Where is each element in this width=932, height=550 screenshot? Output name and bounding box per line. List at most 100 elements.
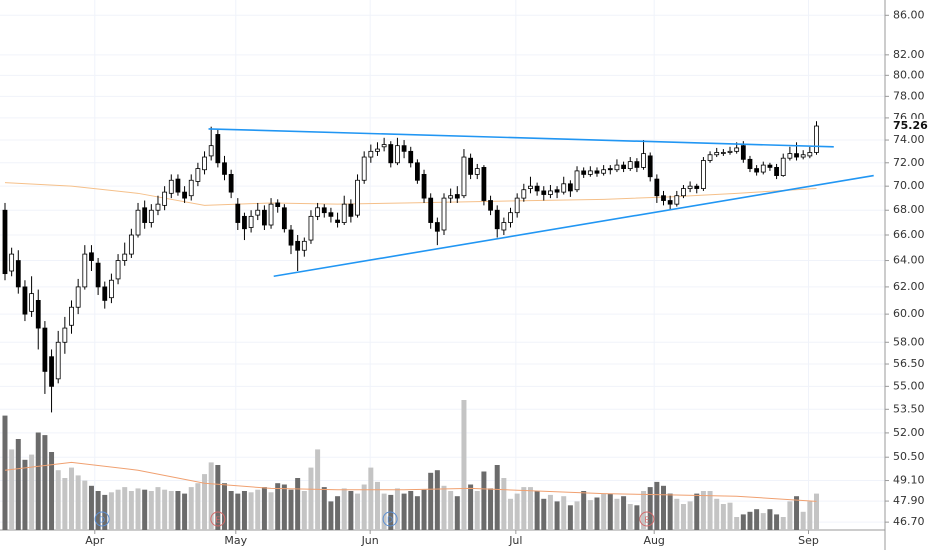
volume-bar <box>202 474 208 530</box>
y-tick-label: 66.00 <box>893 228 925 241</box>
volume-bar <box>361 484 367 530</box>
volume-bar <box>22 459 28 530</box>
candle-body <box>787 153 793 159</box>
candle-body <box>521 189 527 199</box>
candle-body <box>767 164 773 168</box>
volume-bar <box>481 471 487 530</box>
trendline <box>273 174 874 278</box>
candle-body <box>162 191 168 206</box>
candle-body <box>175 178 181 193</box>
candle-body <box>102 286 108 301</box>
candle-body <box>740 145 746 160</box>
candle-body <box>454 194 460 199</box>
candle-body <box>734 147 740 152</box>
volume-bar <box>162 489 168 530</box>
volume-bar <box>15 439 21 530</box>
candle-body <box>128 234 134 255</box>
candle-body <box>188 179 194 197</box>
candle-body <box>388 144 394 164</box>
y-tick-label: 47.90 <box>893 494 925 507</box>
candle-body <box>667 200 673 205</box>
candle-body <box>55 341 61 380</box>
volume-bar <box>687 501 693 530</box>
volume-bar <box>541 498 547 530</box>
volume-bar <box>601 493 607 530</box>
volume-bar <box>740 514 746 530</box>
y-tick-label: 68.00 <box>893 203 925 216</box>
event-label: D <box>99 516 105 525</box>
volume-bar <box>308 467 314 530</box>
volume-bar <box>474 491 480 530</box>
volume-bar <box>694 493 700 530</box>
candle-body <box>182 191 187 199</box>
candle-body <box>488 200 493 211</box>
volume-bar <box>355 493 361 530</box>
candle-body <box>208 145 214 157</box>
candle-body <box>15 260 21 288</box>
candle-body <box>687 185 693 189</box>
candle-body <box>355 179 360 216</box>
volume-bar <box>235 493 241 530</box>
candle-body <box>49 356 54 387</box>
volume-bar <box>581 491 587 530</box>
volume-bar <box>707 491 713 530</box>
volume-bar <box>2 415 8 530</box>
trendline <box>208 128 834 148</box>
candle-body <box>428 197 434 223</box>
candle-body <box>794 153 799 158</box>
volume-bar <box>35 432 41 530</box>
volume-bar <box>9 449 15 530</box>
candle-body <box>594 170 600 174</box>
candle-body <box>421 173 427 199</box>
volume-bar <box>647 487 653 530</box>
volume-bar <box>434 470 440 530</box>
candle-body <box>474 168 480 175</box>
y-tick-label: 82.00 <box>893 48 925 61</box>
candle-body <box>242 215 247 230</box>
candle-body <box>747 158 753 169</box>
candle-body <box>122 253 128 261</box>
volume-bar <box>69 467 74 530</box>
volume-bar <box>182 493 188 530</box>
volume-bar <box>408 491 414 530</box>
volume-bar <box>527 487 533 530</box>
event-marker <box>382 511 398 527</box>
y-tick-label: 49.10 <box>893 474 925 487</box>
volume-bar <box>301 491 307 530</box>
x-tick-label: May <box>224 534 247 547</box>
candle-body <box>222 162 227 175</box>
volume-bar <box>574 501 580 530</box>
candle-body <box>681 188 686 197</box>
y-tick-label: 52.00 <box>893 426 925 439</box>
event-label: D <box>387 516 393 525</box>
candle-body <box>341 203 347 223</box>
candle-body <box>202 156 207 171</box>
candle-body <box>348 203 354 217</box>
candle-body <box>601 169 607 174</box>
candle-body <box>9 253 15 272</box>
volume-bar <box>747 511 753 530</box>
candle-body <box>42 327 48 372</box>
volume-bar <box>514 493 520 530</box>
candle-body <box>255 209 261 216</box>
candle-body <box>587 170 593 175</box>
volume-bar <box>275 483 281 530</box>
x-tick-label: Apr <box>85 534 105 547</box>
candle-body <box>281 207 287 230</box>
candle-body <box>395 145 400 164</box>
volume-average <box>4 461 817 502</box>
candle-body <box>308 215 314 241</box>
volume-bar <box>501 478 507 530</box>
candle-body <box>228 173 234 193</box>
volume-bar <box>82 480 88 530</box>
candle-body <box>634 161 640 168</box>
candle-body <box>534 185 540 192</box>
candle-body <box>461 156 467 197</box>
candle-body <box>508 212 513 223</box>
candle-body <box>295 240 301 251</box>
candle-body <box>780 157 786 176</box>
x-tick-label: Jul <box>508 534 522 547</box>
candle-body <box>408 150 414 164</box>
volume-bar <box>594 497 600 530</box>
